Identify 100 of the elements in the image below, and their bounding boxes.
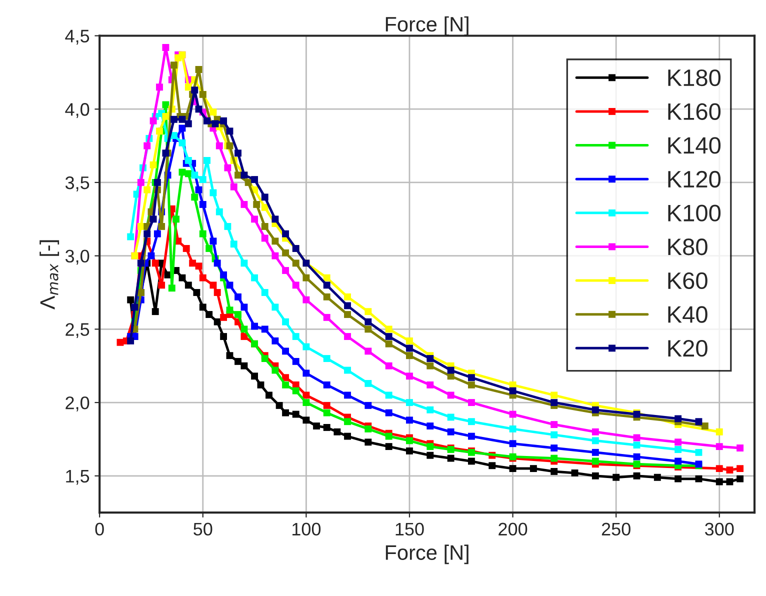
point: [240, 362, 248, 370]
point: [674, 438, 682, 446]
point: [178, 168, 186, 176]
point: [240, 304, 248, 311]
point: [344, 302, 351, 310]
point: [509, 440, 516, 448]
point: [468, 374, 475, 382]
point: [550, 399, 558, 406]
point: [550, 431, 558, 438]
point: [224, 164, 232, 172]
point: [674, 446, 682, 453]
point: [282, 348, 289, 355]
point: [509, 410, 516, 418]
point: [148, 252, 155, 260]
point: [468, 432, 475, 440]
point: [251, 216, 258, 223]
x-tick-label: 200: [498, 522, 528, 536]
point: [323, 381, 330, 388]
point: [592, 428, 599, 436]
point: [195, 186, 202, 194]
y-tick-label: 3,5: [65, 176, 90, 192]
point: [226, 352, 234, 360]
point: [156, 84, 163, 91]
point: [592, 472, 599, 480]
point: [633, 442, 640, 449]
point: [571, 469, 578, 476]
point: [406, 344, 413, 352]
point: [426, 362, 434, 370]
point: [592, 448, 599, 456]
point: [168, 284, 176, 292]
point: [220, 117, 228, 124]
point: [550, 444, 558, 452]
point: [364, 402, 372, 409]
point: [364, 348, 372, 355]
point: [323, 314, 330, 321]
point: [385, 362, 392, 370]
point: [334, 428, 341, 436]
point: [210, 108, 217, 116]
point: [251, 372, 258, 380]
point: [162, 112, 170, 120]
point: [447, 414, 454, 421]
point: [292, 333, 300, 340]
legend-label: K20: [668, 340, 708, 357]
point: [214, 318, 221, 326]
point: [199, 230, 206, 238]
point: [592, 437, 599, 444]
point: [226, 282, 234, 289]
point: [162, 101, 170, 108]
point: [195, 66, 202, 73]
point: [736, 444, 744, 452]
point: [701, 422, 708, 430]
point: [633, 472, 640, 480]
point: [344, 392, 351, 399]
point: [406, 416, 413, 424]
point: [292, 282, 300, 289]
x-tick-label: 0: [95, 522, 104, 536]
point: [313, 422, 320, 430]
point: [127, 296, 134, 304]
point: [344, 366, 351, 374]
y-tick-label: 3,0: [65, 250, 90, 265]
point: [199, 176, 206, 184]
point: [426, 422, 434, 430]
point: [736, 465, 744, 472]
point: [344, 418, 351, 426]
point: [154, 230, 161, 238]
point: [468, 418, 475, 426]
point: [220, 271, 228, 278]
point: [633, 453, 640, 460]
point: [178, 116, 186, 123]
point: [406, 352, 413, 360]
point: [261, 326, 268, 333]
point: [162, 44, 170, 51]
point: [406, 399, 413, 406]
y-tick-label: 2,0: [66, 396, 90, 412]
point: [199, 274, 206, 282]
x-axis-title: Force [N]: [386, 544, 468, 564]
point: [191, 172, 198, 179]
point: [592, 406, 599, 414]
point: [509, 465, 516, 472]
point: [674, 475, 682, 482]
point: [364, 380, 372, 387]
point: [251, 322, 258, 330]
point: [230, 240, 238, 248]
point: [170, 62, 178, 69]
point: [385, 409, 392, 416]
point: [406, 337, 413, 344]
point: [182, 245, 190, 252]
point: [272, 366, 279, 374]
point: [156, 128, 163, 135]
point: [150, 216, 157, 223]
legend-label: K140: [668, 137, 721, 154]
point: [240, 260, 248, 267]
point: [261, 289, 268, 296]
x-tick-label: 50: [194, 522, 212, 536]
x-tick-label: 150: [396, 522, 424, 536]
point: [426, 355, 434, 362]
legend-label: K100: [668, 204, 721, 222]
point: [127, 233, 134, 240]
point: [131, 304, 138, 311]
point: [344, 293, 351, 300]
